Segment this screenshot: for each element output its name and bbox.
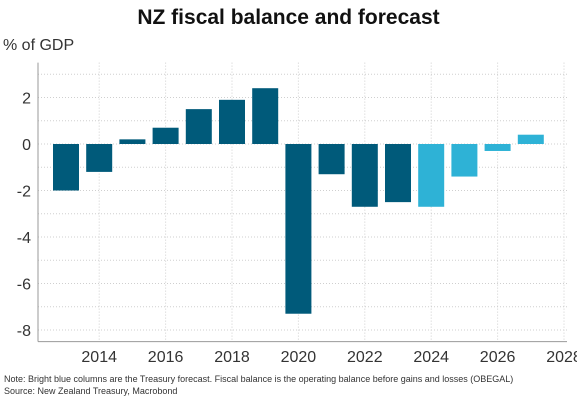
chart-source: Source: New Zealand Treasury, Macrobond: [4, 386, 178, 396]
chart-title: NZ fiscal balance and forecast: [137, 6, 440, 29]
x-tick-label: 2016: [148, 349, 184, 366]
x-tick-label: 2020: [281, 349, 317, 366]
bar-2025: [451, 144, 478, 177]
bar-2024: [418, 144, 445, 207]
bar-2019: [252, 88, 279, 144]
x-tick-label: 2018: [214, 349, 250, 366]
y-tick-label: -4: [17, 230, 31, 247]
x-tick-label: 2026: [480, 349, 516, 366]
bar-2014: [86, 144, 113, 172]
y-tick-label: 0: [22, 137, 31, 154]
y-tick-label: -8: [17, 323, 31, 340]
y-tick-label: 2: [22, 91, 31, 108]
bar-2020: [285, 144, 312, 314]
y-tick-label: -2: [17, 184, 31, 201]
bar-2013: [53, 144, 79, 191]
bar-2015: [119, 139, 146, 144]
bar-2027: [517, 134, 544, 144]
x-tick-label: 2024: [413, 349, 449, 366]
x-tick-label: 2028: [546, 349, 577, 366]
chart-note: Note: Bright blue columns are the Treasu…: [4, 374, 514, 384]
bar-2026: [484, 144, 511, 151]
bar-2016: [152, 127, 179, 144]
x-tick-label: 2014: [81, 349, 117, 366]
bar-2018: [219, 99, 245, 144]
bar-2017: [185, 109, 212, 144]
bar-2021: [318, 144, 345, 175]
y-tick-label: -6: [17, 277, 31, 294]
bar-2023: [385, 144, 411, 203]
x-tick-label: 2022: [347, 349, 383, 366]
bar-2022: [351, 144, 378, 207]
y-axis-label: % of GDP: [3, 37, 75, 54]
